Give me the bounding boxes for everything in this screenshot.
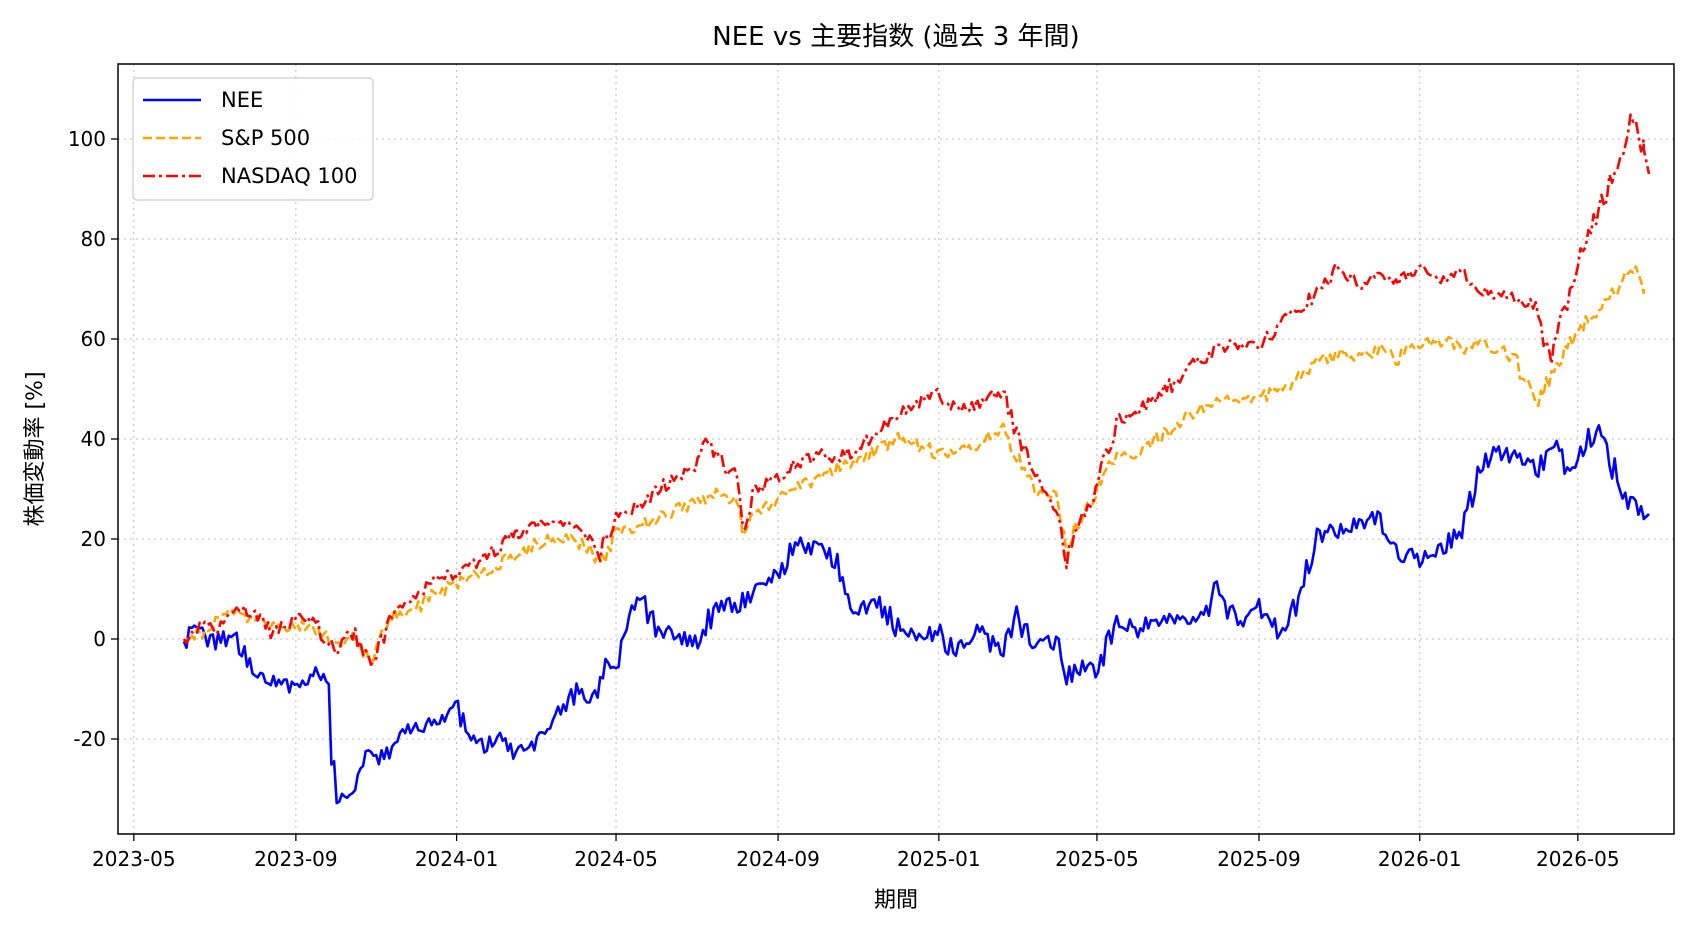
- x-tick-label: 2023-09: [254, 847, 338, 871]
- y-tick-label: 60: [81, 327, 106, 351]
- y-axis-label: 株価変動率 [%]: [23, 371, 48, 526]
- y-tick-label: 80: [81, 227, 106, 251]
- x-axis-label: 期間: [874, 888, 918, 913]
- series-line-sp500: [182, 265, 1645, 663]
- y-tick-label: -20: [73, 727, 106, 751]
- series-line-nasdaq100: [182, 113, 1651, 667]
- x-axis-ticks: 2023-05 2023-09 2024-01 2024-05 2024-09 2025-…: [92, 834, 1620, 871]
- x-tick-label: 2024-01: [415, 847, 499, 871]
- y-tick-label: 100: [68, 127, 106, 151]
- x-tick-label: 2024-05: [574, 847, 658, 871]
- y-tick-label: 0: [93, 627, 106, 651]
- x-tick-label: 2024-09: [736, 847, 820, 871]
- x-tick-label: 2025-05: [1055, 847, 1139, 871]
- x-tick-label: 2025-09: [1217, 847, 1301, 871]
- chart-title: NEE vs 主要指数 (過去 3 年間): [712, 22, 1079, 52]
- series-lines: [182, 113, 1651, 805]
- x-tick-label: 2025-01: [897, 847, 981, 871]
- legend: NEE S&P 500 NASDAQ 100: [132, 77, 374, 201]
- x-tick-label: 2023-05: [92, 847, 176, 871]
- x-tick-label: 2026-01: [1378, 847, 1462, 871]
- grid: [118, 64, 1674, 834]
- legend-label-nee: NEE: [221, 88, 263, 112]
- legend-label-sp500: S&P 500: [221, 126, 310, 150]
- legend-box: [132, 77, 374, 201]
- y-axis-ticks: -20 0 20 40 60 80 100: [68, 127, 118, 751]
- y-tick-label: 20: [81, 527, 106, 551]
- plot-frame: [117, 63, 1675, 835]
- series-line-nee: [182, 424, 1650, 805]
- y-tick-label: 40: [81, 427, 106, 451]
- legend-label-nasdaq100: NASDAQ 100: [221, 164, 358, 188]
- x-tick-label: 2026-05: [1536, 847, 1620, 871]
